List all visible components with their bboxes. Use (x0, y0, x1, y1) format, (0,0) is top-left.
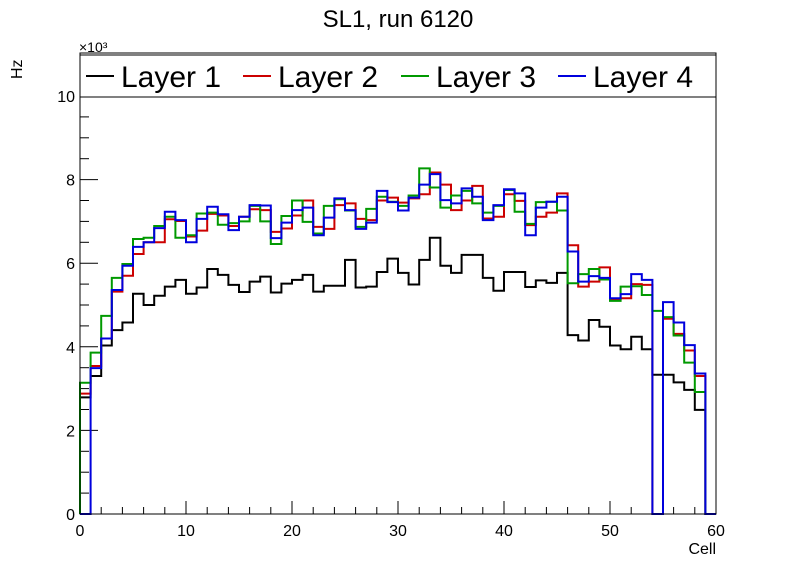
legend-label-layer-3: Layer 3 (436, 61, 536, 94)
x-tick-label: 30 (389, 523, 407, 540)
x-tick-label: 60 (707, 523, 725, 540)
y-tick-label: 10 (57, 89, 75, 106)
x-tick-label: 10 (177, 523, 195, 540)
y-tick-label: 6 (66, 256, 75, 273)
x-tick-label: 20 (283, 523, 301, 540)
legend: Layer 1 Layer 2 Layer 3 Layer 4 (79, 54, 717, 98)
x-tick-label: 50 (601, 523, 619, 540)
y-axis-label: Hz (9, 59, 26, 79)
y-tick-label: 2 (66, 423, 75, 440)
legend-label-layer-2: Layer 2 (278, 61, 378, 94)
y-multiplier-label: ×10³ (79, 39, 108, 55)
legend-label-layer-1: Layer 1 (121, 61, 221, 94)
series-line-layer-1 (79, 236, 716, 515)
x-tick-label: 0 (76, 523, 85, 540)
y-tick-label: 0 (66, 507, 75, 524)
series-group (79, 167, 716, 515)
axes: 0 10 20 30 40 50 60 0 2 4 6 8 10 (57, 74, 725, 540)
legend-label-layer-4: Layer 4 (593, 61, 693, 94)
x-tick-label: 40 (495, 523, 513, 540)
plot-frame (79, 52, 717, 515)
legend-box (79, 54, 717, 98)
y-tick-label: 8 (66, 173, 75, 190)
series-line-layer-4 (80, 173, 716, 515)
x-axis-label: Cell (688, 541, 716, 558)
chart-title: SL1, run 6120 (323, 6, 474, 33)
y-tick-label: 4 (66, 340, 75, 357)
